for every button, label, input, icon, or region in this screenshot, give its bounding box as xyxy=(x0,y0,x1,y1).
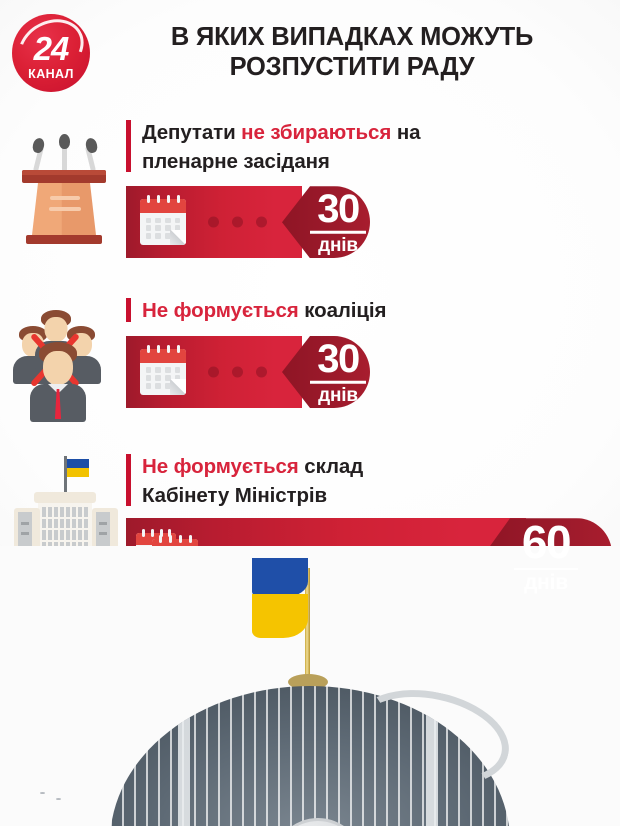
progress-dots xyxy=(208,366,267,378)
days-divider xyxy=(310,380,366,384)
channel-24-logo: 24 КАНАЛ xyxy=(12,13,90,92)
days-divider xyxy=(310,230,366,234)
headline-text-highlight: Не формується xyxy=(142,455,299,478)
days-divider xyxy=(514,567,578,571)
days-bar-1: 30 днів xyxy=(126,186,612,259)
days-label: днів xyxy=(318,234,358,256)
page-title-line-2: РОЗПУСТИТИ РАДУ xyxy=(229,52,475,81)
days-value-3: 60 днів xyxy=(508,516,584,595)
headline-text-line-2: пленарне засіданя xyxy=(142,150,330,174)
ukrainian-flag-icon xyxy=(252,558,308,638)
days-label: днів xyxy=(524,571,568,595)
reason-block-1: Депутати не збираються на пленарне засід… xyxy=(0,118,620,278)
days-value-1: 30 днів xyxy=(306,186,370,256)
headline-text-highlight: не збираються xyxy=(241,121,392,144)
headline-text-plain: Депутати xyxy=(142,121,242,144)
progress-dots xyxy=(208,216,267,228)
reason-headline-1: Депутати не збираються на пленарне засід… xyxy=(126,118,612,176)
flagpole xyxy=(305,568,310,686)
logo-word: КАНАЛ xyxy=(28,67,74,82)
calendar-icon xyxy=(140,195,186,246)
days-label: днів xyxy=(318,384,358,406)
logo-number: 24 xyxy=(33,30,70,68)
rada-building-photo xyxy=(0,546,620,826)
headline-text-plain-2: на xyxy=(391,121,421,144)
reason-headline-2: Не формується коаліція xyxy=(126,296,612,326)
days-bar-2: 30 днів xyxy=(126,336,612,408)
headline-text-highlight: Не формується xyxy=(142,299,299,322)
headline-text-line-2: Кабінету Міністрів xyxy=(142,484,327,508)
reason-block-2: Не формується коаліція xyxy=(0,296,620,444)
podium-icon xyxy=(8,118,120,248)
headline-text-plain-2: коаліція xyxy=(298,299,387,322)
page-title-line-1: В ЯКИХ ВИПАДКАХ МОЖУТЬ xyxy=(170,22,534,51)
days-value-2: 30 днів xyxy=(306,336,370,406)
days-number: 30 xyxy=(317,336,360,381)
page-title: В ЯКИХ ВИПАДКАХ МОЖУТЬ РОЗПУСТИТИ РАДУ xyxy=(90,23,620,82)
reason-headline-3: Не формується склад Кабінету Міністрів xyxy=(126,452,612,510)
calendar-icon xyxy=(140,345,186,395)
days-number: 60 xyxy=(521,516,572,569)
header: 24 КАНАЛ В ЯКИХ ВИПАДКАХ МОЖУТЬ РОЗПУСТИ… xyxy=(0,0,620,105)
days-number: 30 xyxy=(317,186,360,231)
headline-text-plain-2: склад xyxy=(298,455,364,478)
people-crossed-icon xyxy=(8,296,120,426)
